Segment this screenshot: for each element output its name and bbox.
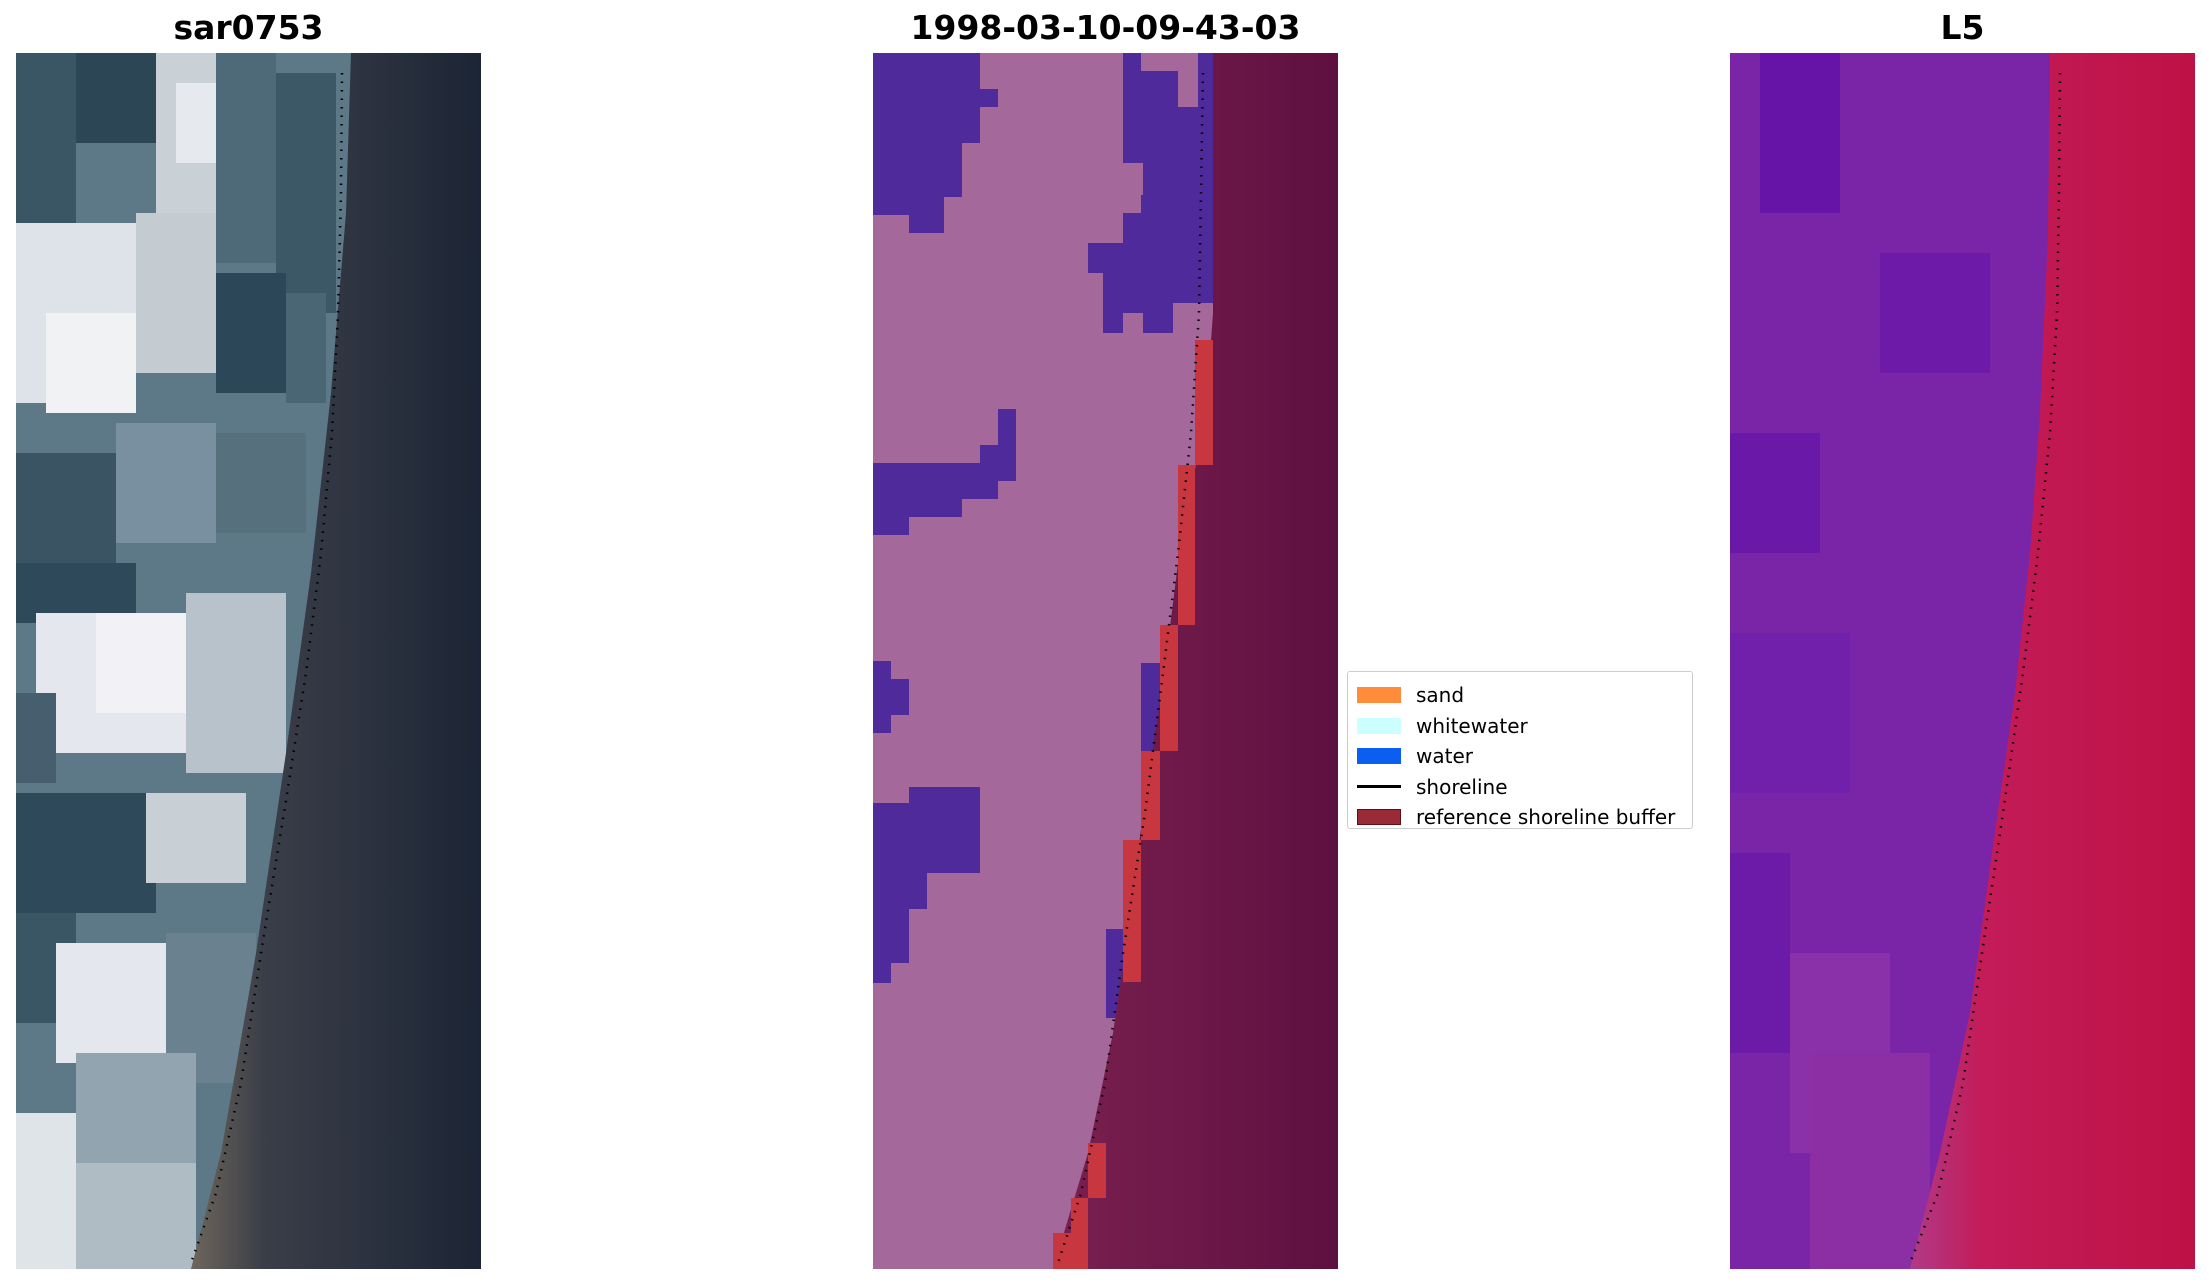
shoreline-swatch <box>1357 785 1401 789</box>
legend-label-sand: sand <box>1416 683 1465 708</box>
legend-label-reference-buffer: reference shoreline buffer <box>1416 805 1676 830</box>
water-swatch <box>1357 748 1401 765</box>
index-land-texture <box>1730 53 1990 1269</box>
panel-title-classified: 1998-03-10-09-43-03 <box>910 8 1301 47</box>
whitewater-swatch <box>1357 717 1401 734</box>
rgb-image-panel <box>16 53 481 1269</box>
panel-title-index: L5 <box>1940 8 1985 47</box>
legend-label-whitewater: whitewater <box>1416 713 1528 738</box>
legend-label-water: water <box>1416 744 1473 769</box>
legend-item-shoreline: shoreline <box>1348 772 1692 803</box>
panel-title-rgb: sar0753 <box>173 8 324 47</box>
classified-image <box>873 53 1338 1269</box>
legend: sand whitewater water shoreline referenc… <box>1347 671 1693 829</box>
rgb-sea <box>191 53 481 1269</box>
legend-item-reference-buffer: reference shoreline buffer <box>1348 802 1692 833</box>
reference-shoreline-buffer <box>1053 340 1213 1269</box>
index-water <box>1910 53 2195 1269</box>
index-image-panel <box>1730 53 2195 1269</box>
classified-whitewater-patches <box>873 53 1213 1018</box>
rgb-shoreline <box>189 72 344 1264</box>
legend-item-whitewater: whitewater <box>1348 711 1692 742</box>
reference-buffer-swatch <box>1357 809 1401 826</box>
sand-swatch <box>1357 687 1401 704</box>
index-image <box>1730 53 2195 1269</box>
legend-item-sand: sand <box>1348 680 1692 711</box>
rgb-land-texture <box>16 53 336 1269</box>
rgb-image <box>16 53 481 1269</box>
legend-label-shoreline: shoreline <box>1416 774 1508 799</box>
classified-image-panel <box>873 53 1338 1269</box>
legend-item-water: water <box>1348 741 1692 772</box>
